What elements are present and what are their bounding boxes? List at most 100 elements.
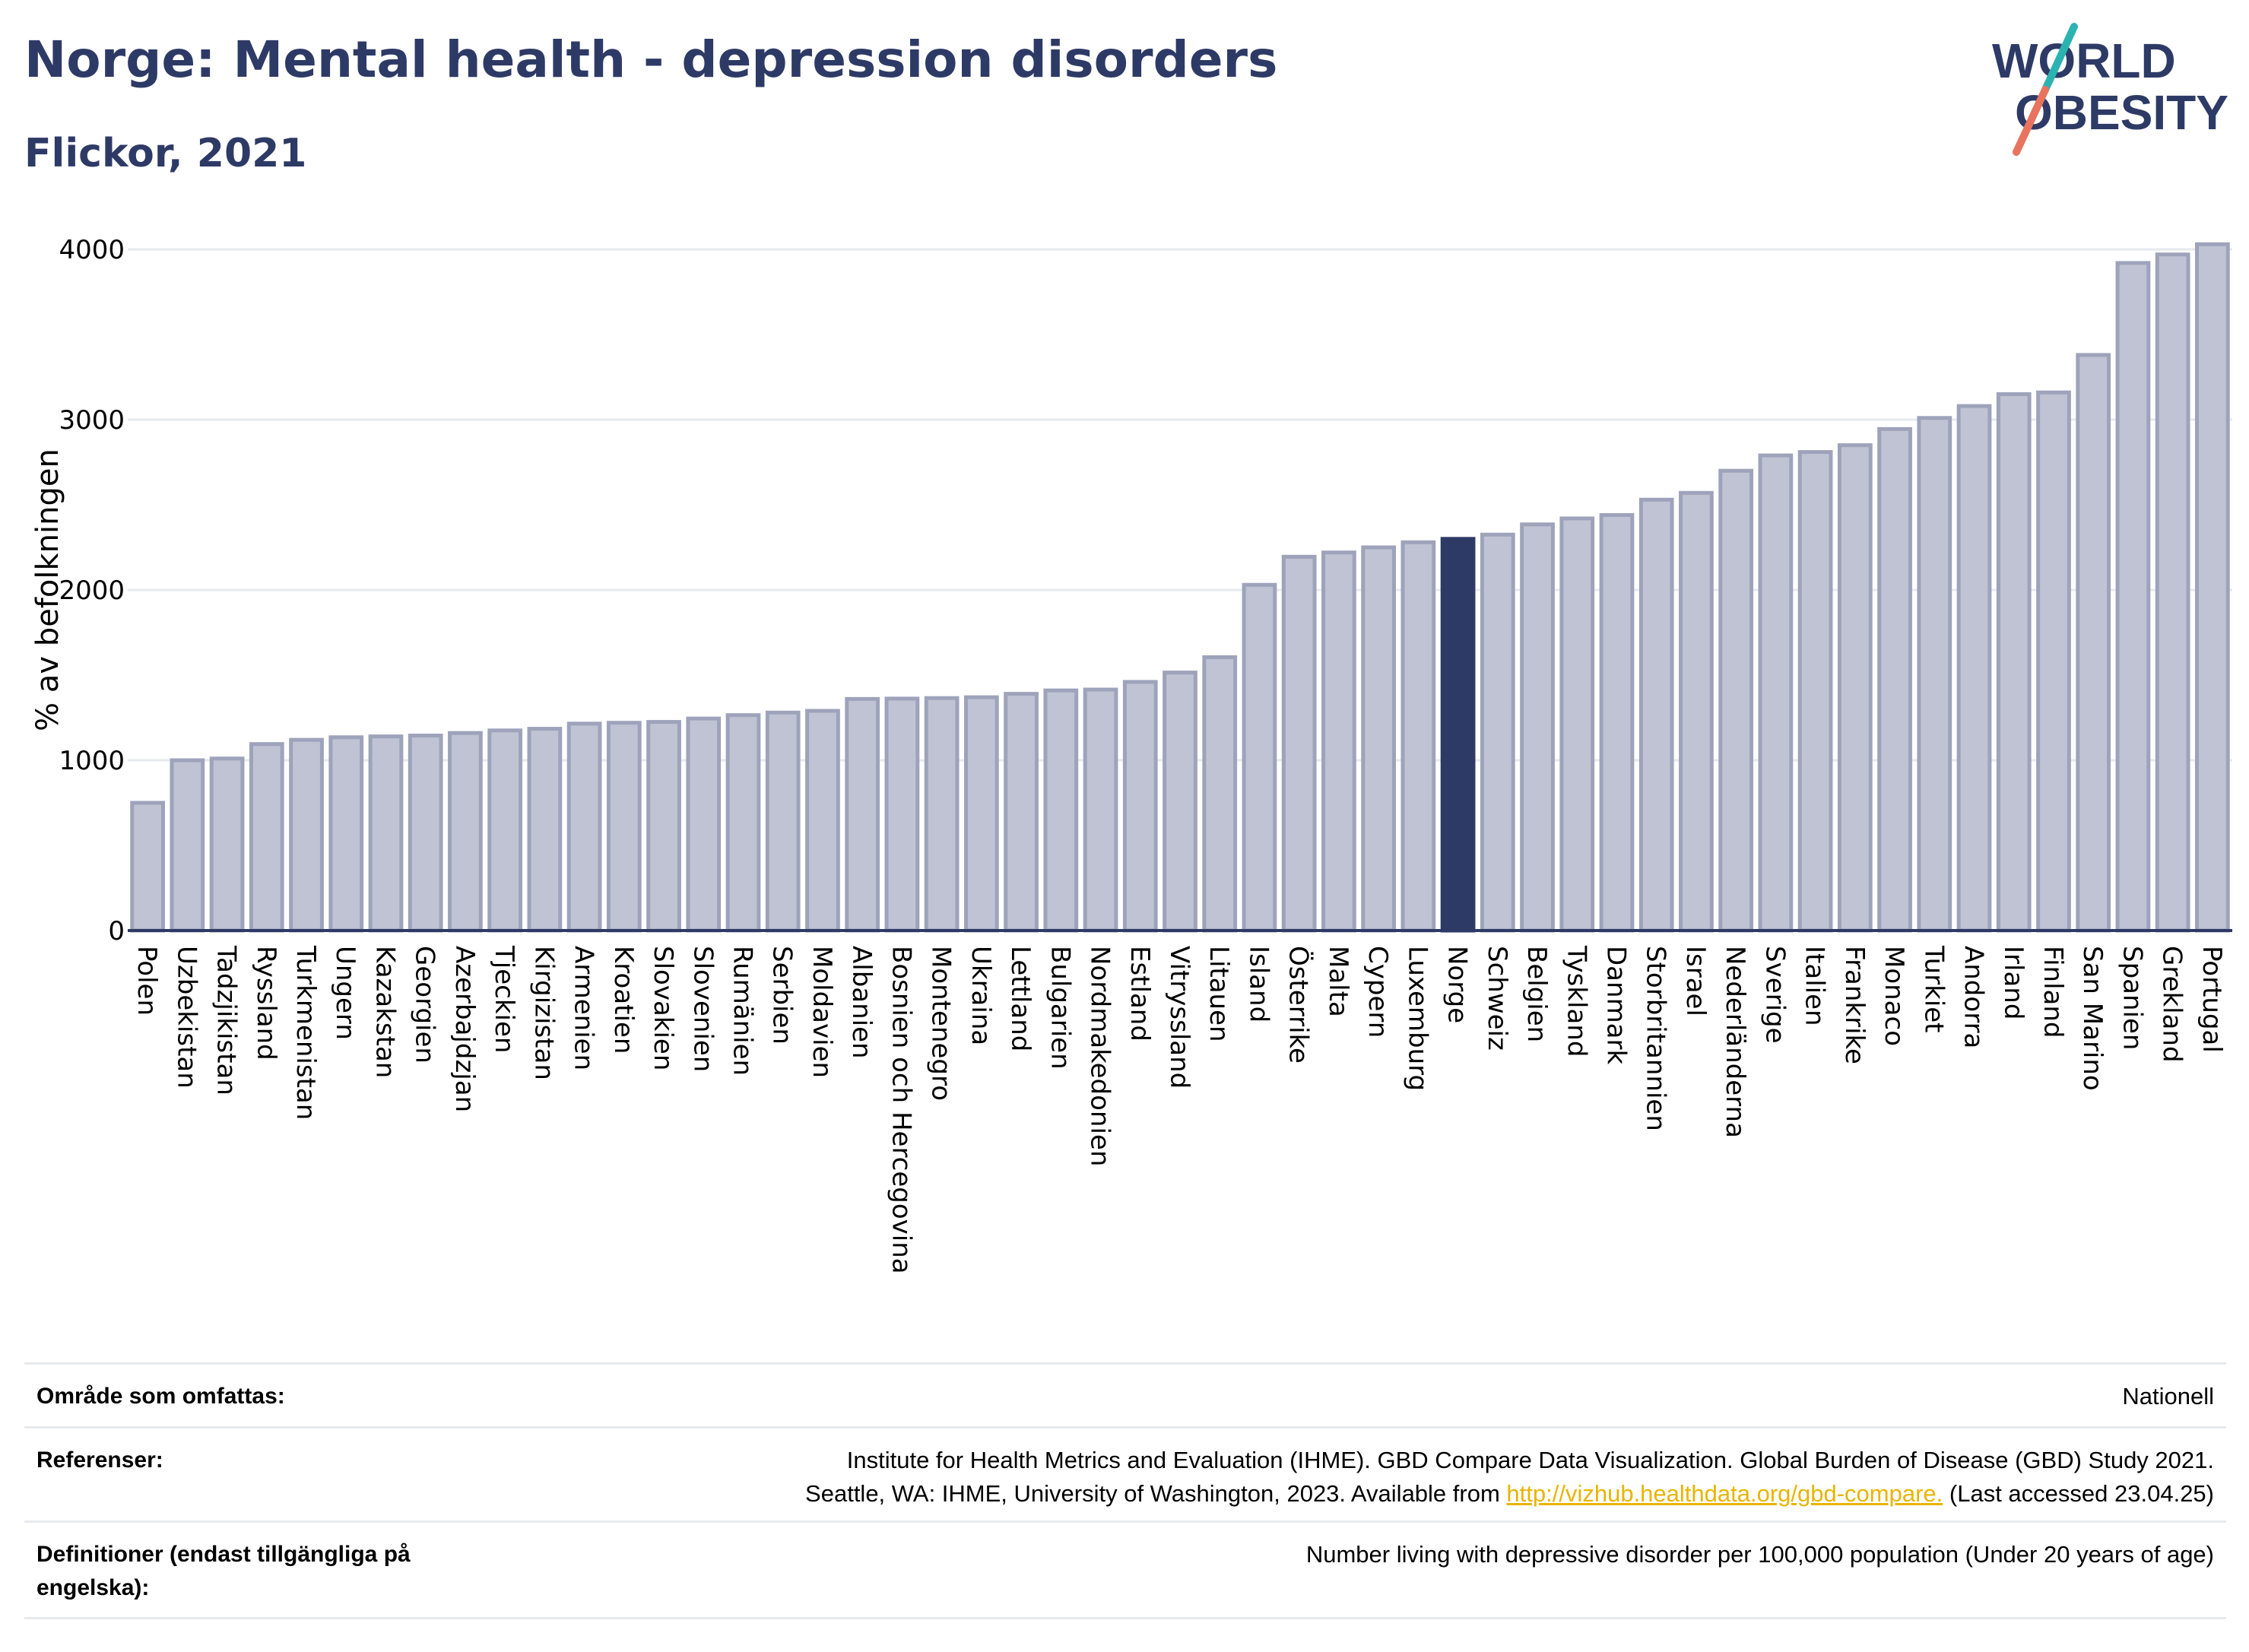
bar-Tyskland xyxy=(1559,516,1595,933)
bar-Vitryssland xyxy=(1163,671,1197,933)
footer-row-references: Referenser: Institute for Health Metrics… xyxy=(24,1426,2226,1523)
x-tick-label: Litauen xyxy=(1204,946,1234,1042)
x-tick-label: Estland xyxy=(1124,946,1155,1042)
bar-Luxemburg xyxy=(1400,540,1436,933)
footer-row-coverage: Område som omfattas: Nationell xyxy=(24,1362,2226,1428)
bar-Montenegro xyxy=(924,696,960,933)
definitions-label-line-1: Definitioner (endast tillgängliga på xyxy=(36,1542,411,1567)
bar-Litauen xyxy=(1202,655,1238,933)
bar-Bosnien och Hercegovina xyxy=(884,696,920,933)
bar-Schweiz xyxy=(1480,532,1515,933)
x-tick-label: Vitryssland xyxy=(1164,946,1194,1089)
bar-Nederländerna xyxy=(1718,468,1754,933)
x-tick-label: Serbien xyxy=(767,946,798,1045)
x-tick-label: Armenien xyxy=(569,946,599,1070)
x-tick-label: Belgien xyxy=(1521,946,1552,1042)
bar-Azerbajdzjan xyxy=(448,731,483,933)
x-tick-label: Tjeckien xyxy=(489,945,519,1053)
footer-row-definitions: Definitioner (endast tillgängliga på eng… xyxy=(24,1520,2226,1619)
references-link[interactable]: http://vizhub.healthdata.org/gbd-compare… xyxy=(1506,1480,1943,1507)
bar-Andorra xyxy=(1956,404,1992,933)
bar-Ungern xyxy=(328,735,364,933)
x-tick-label: Kirgizistan xyxy=(528,946,559,1080)
x-tick-labels: Polen Uzbekistan Tadzjikistan Ryssland Turkm… xyxy=(132,945,2227,1274)
definitions-value: Number living with depressive disorder p… xyxy=(1305,1541,2214,1568)
bar-Rumänien xyxy=(725,713,761,933)
bar-Albanien xyxy=(845,696,880,933)
bar-Georgien xyxy=(408,734,443,933)
bar-Tjeckien xyxy=(487,728,523,933)
bar-Slovakien xyxy=(646,720,681,933)
x-tick-label: Turkmenistan xyxy=(290,945,321,1120)
bar-Ryssland xyxy=(249,742,284,933)
page-title: Norge: Mental health - depression disord… xyxy=(24,30,1278,89)
bar-Monaco xyxy=(1877,426,1912,933)
bar-Danmark xyxy=(1599,512,1635,933)
x-tick-label: Tadzjikistan xyxy=(211,945,242,1096)
references-line-2-pre: Seattle, WA: IHME, University of Washing… xyxy=(805,1480,1507,1507)
x-tick-label: Storbritannien xyxy=(1641,946,1671,1131)
x-tick-label: Bulgarien xyxy=(1045,946,1075,1070)
bar-Estland xyxy=(1122,680,1158,933)
x-tick-label: Israel xyxy=(1680,946,1711,1016)
x-tick-label: Finland xyxy=(2038,946,2068,1038)
references-line-2-post: (Last accessed 23.04.25) xyxy=(1943,1480,2214,1507)
x-tick-label: Portugal xyxy=(2197,946,2227,1053)
x-tick-label: Ungern xyxy=(330,946,360,1040)
bar-Sverige xyxy=(1758,453,1794,933)
bar-Bulgarien xyxy=(1043,688,1079,933)
bar-Italien xyxy=(1797,450,1833,933)
x-tick-label: Andorra xyxy=(1959,946,1989,1048)
x-tick-label: Nordmakedonien xyxy=(1085,946,1115,1166)
coverage-value: Nationell xyxy=(2122,1383,2214,1409)
bar-Portugal xyxy=(2195,242,2230,933)
x-tick-label: Albanien xyxy=(846,946,877,1059)
x-tick-label: Österrike xyxy=(1283,946,1315,1064)
bar-Israel xyxy=(1679,490,1714,933)
bar-Armenien xyxy=(566,721,602,933)
x-tick-label: Lettland xyxy=(1005,946,1036,1051)
bar-chart: 0 1000 2000 3000 4000 Polen Uzbekistan Tadzjik… xyxy=(30,235,2232,1274)
x-tick-label: Azerbajdzjan xyxy=(449,946,480,1112)
bar-Belgien xyxy=(1520,522,1555,933)
x-tick-label: Norge xyxy=(1442,946,1473,1023)
x-tick-label: Island xyxy=(1243,946,1274,1023)
x-tick-label: Irland xyxy=(1998,946,2029,1019)
definitions-label: Definitioner (endast tillgängliga på eng… xyxy=(36,1538,411,1605)
x-tick-label: Danmark xyxy=(1600,946,1631,1064)
x-tick-label: Turkiet xyxy=(1918,945,1949,1033)
x-tick-label: Slovakien xyxy=(648,946,678,1070)
y-tick-label: 0 xyxy=(108,916,125,946)
bar-Ukraina xyxy=(963,695,999,933)
bar-Moldavien xyxy=(805,709,840,933)
x-tick-label: Nederländerna xyxy=(1720,946,1750,1138)
x-tick-label: Montenegro xyxy=(926,946,956,1101)
bar-Grekland xyxy=(2155,252,2190,933)
x-tick-label: Malta xyxy=(1323,946,1353,1017)
y-tick-label: 1000 xyxy=(59,746,125,776)
logo-line-2: OBESITY xyxy=(2015,85,2228,140)
bar-Österrike xyxy=(1281,554,1317,933)
bars xyxy=(130,242,2230,933)
bar-Kazakstan xyxy=(368,734,404,933)
bar-Storbritannien xyxy=(1638,497,1674,933)
x-tick-label: Polen xyxy=(132,946,162,1016)
x-tick-label: Ryssland xyxy=(251,946,281,1061)
bar-Kroatien xyxy=(606,721,642,933)
definitions-label-line-2: engelska): xyxy=(36,1575,150,1600)
x-tick-label: Kazakstan xyxy=(370,946,400,1078)
x-tick-label: Uzbekistan xyxy=(171,946,201,1089)
x-tick-label: Spanien xyxy=(2117,946,2147,1050)
y-axis-title: % av befolkningen xyxy=(30,449,65,731)
x-tick-label: Bosnien och Hercegovina xyxy=(886,946,916,1274)
x-tick-label: Kroatien xyxy=(608,946,639,1054)
references-line-1: Institute for Health Metrics and Evaluat… xyxy=(846,1447,2214,1473)
bar-Slovenien xyxy=(686,716,722,933)
bar-Polen xyxy=(130,801,165,933)
references-value: Institute for Health Metrics and Evaluat… xyxy=(805,1444,2214,1511)
bar-Finland xyxy=(2036,390,2071,933)
bar-Uzbekistan xyxy=(170,758,205,933)
bar-San Marino xyxy=(2076,353,2111,933)
bar-Nordmakedonien xyxy=(1083,687,1118,933)
bar-Tadzjikistan xyxy=(209,756,245,933)
